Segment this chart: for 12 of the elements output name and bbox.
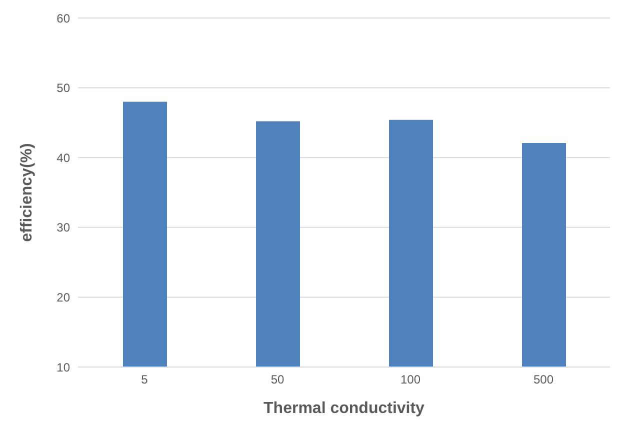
y-tick-label: 20 [56, 290, 70, 304]
x-tick-label: 100 [400, 372, 421, 387]
y-tick-label: 30 [56, 220, 70, 235]
x-tick-label: 50 [270, 372, 284, 387]
y-tick-label: 50 [56, 81, 70, 96]
y-tick-label: 40 [56, 150, 70, 165]
y-tick-label: 10 [56, 360, 70, 374]
x-tick-label: 500 [533, 372, 554, 387]
x-tick-label: 5 [141, 372, 148, 387]
x-axis-title: Thermal conductivity [264, 400, 425, 417]
y-axis-title: efficiency(%) [18, 143, 36, 242]
y-tick-label: 60 [56, 11, 70, 26]
